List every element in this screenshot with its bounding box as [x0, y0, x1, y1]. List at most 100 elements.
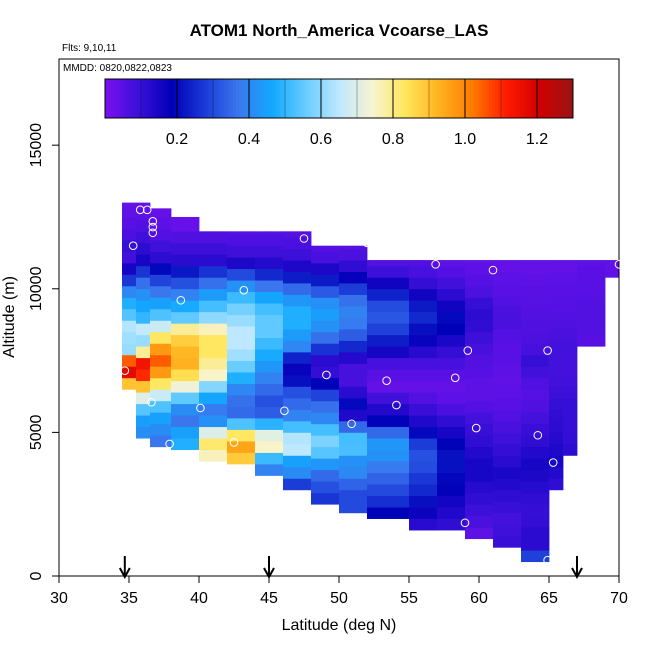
colorbar-swatch: [569, 79, 574, 118]
heatmap-cell: [507, 478, 522, 491]
colorbar-swatch: [129, 79, 134, 118]
heatmap-cell: [199, 288, 214, 301]
colorbar-swatch: [560, 79, 565, 118]
heatmap-cell: [367, 507, 382, 519]
heatmap-cell: [353, 455, 368, 468]
x-tick-label: 70: [610, 590, 628, 607]
heatmap-cell: [213, 426, 228, 439]
heatmap-cell: [563, 294, 578, 307]
heatmap-cell: [227, 406, 242, 419]
colorbar-swatch: [148, 79, 153, 118]
flight-track-point: [347, 419, 356, 429]
heatmap-cell: [311, 446, 326, 459]
colorbar-tick-label: 0.6: [310, 131, 332, 148]
heatmap-cell: [227, 234, 242, 247]
heatmap-cell: [283, 443, 298, 456]
heatmap-cell: [199, 265, 214, 278]
heatmap-cell: [395, 346, 410, 359]
heatmap-cell: [185, 334, 200, 347]
colorbar-swatch: [454, 79, 459, 118]
colorbar-swatch: [476, 79, 480, 118]
heatmap-cell: [255, 245, 270, 258]
heatmap-cell: [185, 311, 200, 324]
colorbar-swatch: [320, 79, 324, 118]
heatmap-cell: [136, 369, 151, 382]
heatmap-cell: [339, 478, 354, 491]
heatmap-cell: [451, 472, 466, 485]
heatmap-cell: [353, 420, 368, 433]
heatmap-cell: [437, 438, 452, 451]
flight-track-point: [382, 376, 391, 385]
heatmap-cell: [535, 308, 550, 321]
colorbar-swatch: [232, 79, 237, 118]
heatmap-cell: [150, 228, 165, 241]
heatmap-cell: [423, 472, 438, 485]
heatmap-cell: [150, 216, 165, 229]
heatmap-cell: [409, 277, 424, 290]
flight-track-point: [543, 346, 552, 355]
heatmap-cell: [136, 323, 151, 336]
heatmap-cell: [535, 297, 550, 310]
heatmap-cell: [591, 277, 606, 290]
heatmap-cell: [325, 251, 340, 264]
heatmap-cell: [136, 357, 151, 370]
heatmap-cell: [563, 283, 578, 295]
heatmap-cell: [381, 277, 396, 290]
heatmap-cell: [423, 311, 438, 324]
heatmap-cell: [423, 438, 438, 451]
heatmap-cell: [521, 423, 536, 436]
heatmap-cell: [493, 420, 508, 433]
heatmap-cell: [507, 535, 522, 548]
heatmap-cell: [297, 328, 312, 341]
colorbar-swatch: [133, 79, 137, 118]
heatmap-cell: [381, 449, 396, 462]
colorbar-swatch: [192, 79, 196, 118]
heatmap-cell: [269, 360, 284, 373]
heatmap-cell: [213, 392, 228, 405]
colorbar-swatch: [198, 79, 203, 118]
colorbar-swatch: [523, 79, 527, 118]
heatmap-cell: [136, 254, 151, 267]
colorbar-swatch: [538, 79, 543, 118]
heatmap-cell: [451, 380, 466, 393]
flight-track-point: [148, 228, 158, 238]
flight-track-point: [128, 241, 138, 250]
colorbar-swatch: [167, 79, 172, 118]
colorbar-swatch: [335, 79, 340, 118]
colorbar-swatch: [498, 79, 502, 118]
heatmap-cell: [395, 495, 410, 508]
heatmap-cell: [269, 452, 284, 465]
heatmap-cell: [493, 478, 508, 491]
heatmap-cell: [507, 294, 522, 307]
heatmap-cell: [122, 285, 137, 298]
colorbar-swatch: [342, 79, 346, 118]
heatmap-cell: [255, 395, 270, 407]
heatmap-cell: [395, 461, 410, 473]
heatmap-cell: [423, 346, 438, 359]
heatmap-cell: [549, 443, 564, 456]
heatmap-cell: [241, 231, 256, 235]
heatmap-cell: [339, 466, 354, 479]
heatmap-cell: [122, 228, 137, 241]
heatmap-cell: [451, 346, 466, 359]
heatmap-cell: [311, 251, 326, 264]
heatmap-cell: [381, 311, 396, 324]
heatmap-cell: [535, 492, 550, 505]
heatmap-cell: [255, 303, 270, 316]
heatmap-cell: [437, 380, 452, 393]
heatmap-cell: [227, 268, 242, 281]
heatmap-cell: [549, 409, 564, 422]
heatmap-cell: [150, 343, 165, 356]
heatmap-cell: [535, 366, 550, 379]
heatmap-cell: [409, 265, 424, 278]
heatmap-cell: [367, 334, 382, 347]
heatmap-cell: [213, 334, 228, 347]
colorbar-swatch: [404, 79, 409, 118]
colorbar-swatch: [123, 79, 128, 118]
heatmap-cell: [136, 231, 151, 244]
colorbar-swatch: [529, 79, 533, 118]
colorbar-swatch: [504, 79, 508, 118]
heatmap-cell: [549, 478, 564, 491]
heatmap-cell: [255, 452, 270, 465]
heatmap-cell: [339, 260, 354, 272]
